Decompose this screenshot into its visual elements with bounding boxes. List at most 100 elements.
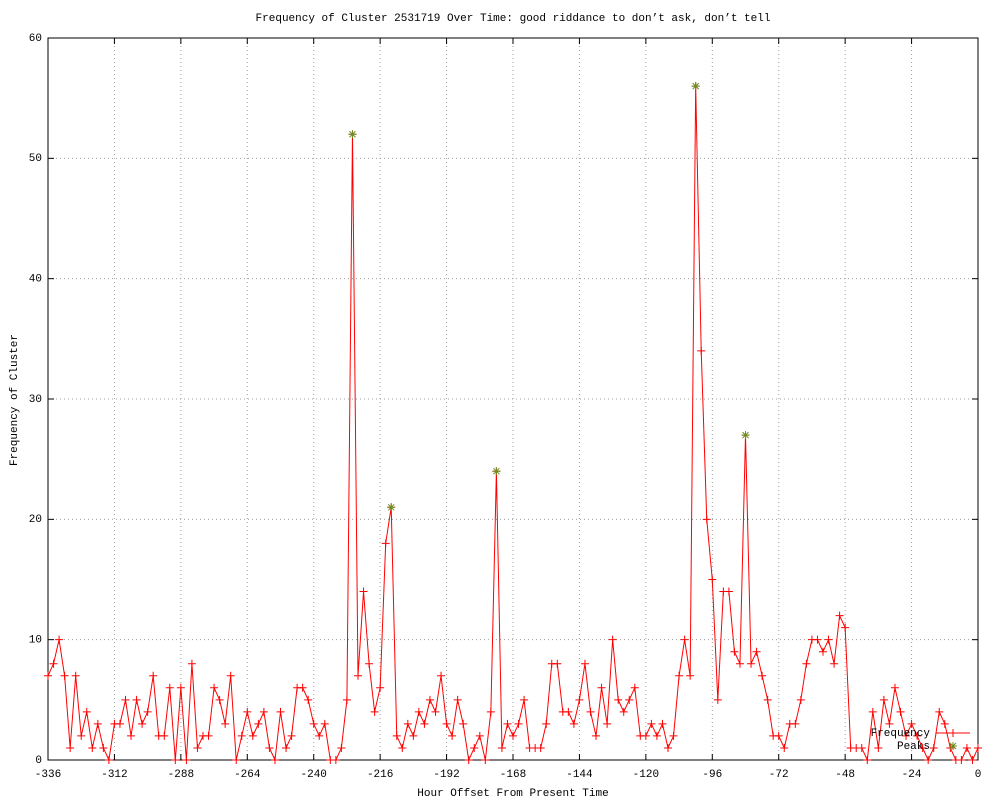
legend-label: Frequency — [871, 728, 931, 740]
legend-marker — [949, 742, 957, 750]
point-marker — [669, 731, 678, 740]
point-marker — [370, 707, 379, 716]
y-tick-label: 50 — [29, 153, 42, 165]
x-tick-label: -312 — [101, 769, 127, 781]
point-marker — [735, 659, 744, 668]
point-marker — [403, 719, 412, 728]
y-tick-label: 0 — [35, 755, 42, 767]
point-marker — [60, 671, 69, 680]
point-marker — [171, 756, 180, 764]
point-marker — [221, 719, 230, 728]
point-marker — [354, 671, 362, 680]
point-marker — [497, 743, 506, 752]
y-tick-label: 30 — [29, 394, 42, 406]
point-marker — [691, 82, 700, 91]
x-tick-label: -96 — [702, 769, 722, 781]
point-marker — [315, 731, 324, 740]
point-marker — [664, 743, 672, 752]
point-marker — [929, 743, 938, 752]
point-marker — [437, 671, 446, 680]
point-marker — [774, 731, 783, 740]
point-marker — [819, 647, 827, 656]
point-marker — [730, 647, 739, 656]
point-marker — [935, 707, 944, 716]
point-marker — [708, 575, 717, 584]
point-marker — [608, 635, 617, 644]
point-marker — [675, 671, 684, 680]
point-marker — [974, 743, 982, 752]
point-marker — [868, 707, 877, 716]
point-marker — [165, 683, 174, 692]
point-marker — [270, 756, 279, 764]
point-marker — [520, 695, 529, 704]
point-marker — [365, 659, 374, 668]
point-marker — [686, 671, 695, 680]
point-marker — [902, 731, 911, 740]
point-marker — [342, 695, 351, 704]
point-marker — [713, 695, 722, 704]
x-tick-label: -144 — [566, 769, 593, 781]
point-marker — [309, 719, 318, 728]
point-marker — [619, 707, 628, 716]
point-marker — [248, 731, 257, 740]
x-tick-label: -288 — [168, 769, 194, 781]
point-marker — [475, 731, 484, 740]
point-marker — [176, 683, 185, 692]
x-tick-label: -216 — [367, 769, 393, 781]
point-marker — [71, 671, 80, 680]
point-marker — [918, 743, 927, 752]
x-tick-label: -48 — [835, 769, 855, 781]
point-marker — [962, 743, 971, 752]
point-marker — [453, 695, 462, 704]
point-marker — [82, 707, 91, 716]
point-marker — [968, 756, 977, 764]
y-axis-label: Frequency of Cluster — [9, 334, 21, 466]
point-marker — [448, 731, 457, 740]
point-marker — [210, 683, 219, 692]
point-marker — [741, 431, 750, 440]
point-marker — [913, 731, 922, 740]
y-tick-label: 20 — [29, 514, 42, 526]
point-marker — [425, 695, 434, 704]
point-marker — [132, 695, 141, 704]
point-marker — [187, 659, 196, 668]
point-marker — [259, 707, 268, 716]
point-marker — [763, 695, 772, 704]
point-marker — [331, 756, 340, 764]
point-marker — [193, 743, 202, 752]
x-tick-label: -120 — [633, 769, 659, 781]
point-marker — [658, 719, 667, 728]
x-tick-label: -264 — [234, 769, 261, 781]
point-marker — [569, 719, 578, 728]
point-marker — [652, 731, 661, 740]
point-marker — [243, 707, 252, 716]
point-marker — [603, 719, 612, 728]
point-marker — [470, 743, 479, 752]
point-marker — [337, 743, 346, 752]
point-marker — [115, 719, 124, 728]
point-marker — [857, 743, 866, 752]
point-marker — [149, 671, 158, 680]
point-marker — [298, 683, 307, 692]
point-marker — [697, 346, 706, 355]
point-marker — [49, 659, 58, 668]
y-tick-label: 60 — [29, 33, 42, 45]
point-marker — [320, 719, 329, 728]
point-marker — [724, 587, 733, 596]
point-marker — [215, 695, 224, 704]
point-marker — [580, 659, 589, 668]
point-marker — [93, 719, 102, 728]
point-marker — [957, 756, 966, 764]
point-marker — [431, 707, 440, 716]
point-marker — [359, 587, 368, 596]
point-marker — [414, 707, 423, 716]
point-marker — [791, 719, 800, 728]
point-marker — [614, 695, 623, 704]
point-marker — [841, 623, 850, 632]
x-axis-label: Hour Offset From Present Time — [417, 788, 608, 800]
point-marker — [99, 743, 108, 752]
point-marker — [442, 719, 451, 728]
chart-title: Frequency of Cluster 2531719 Over Time: … — [256, 13, 771, 25]
point-marker — [780, 743, 789, 752]
